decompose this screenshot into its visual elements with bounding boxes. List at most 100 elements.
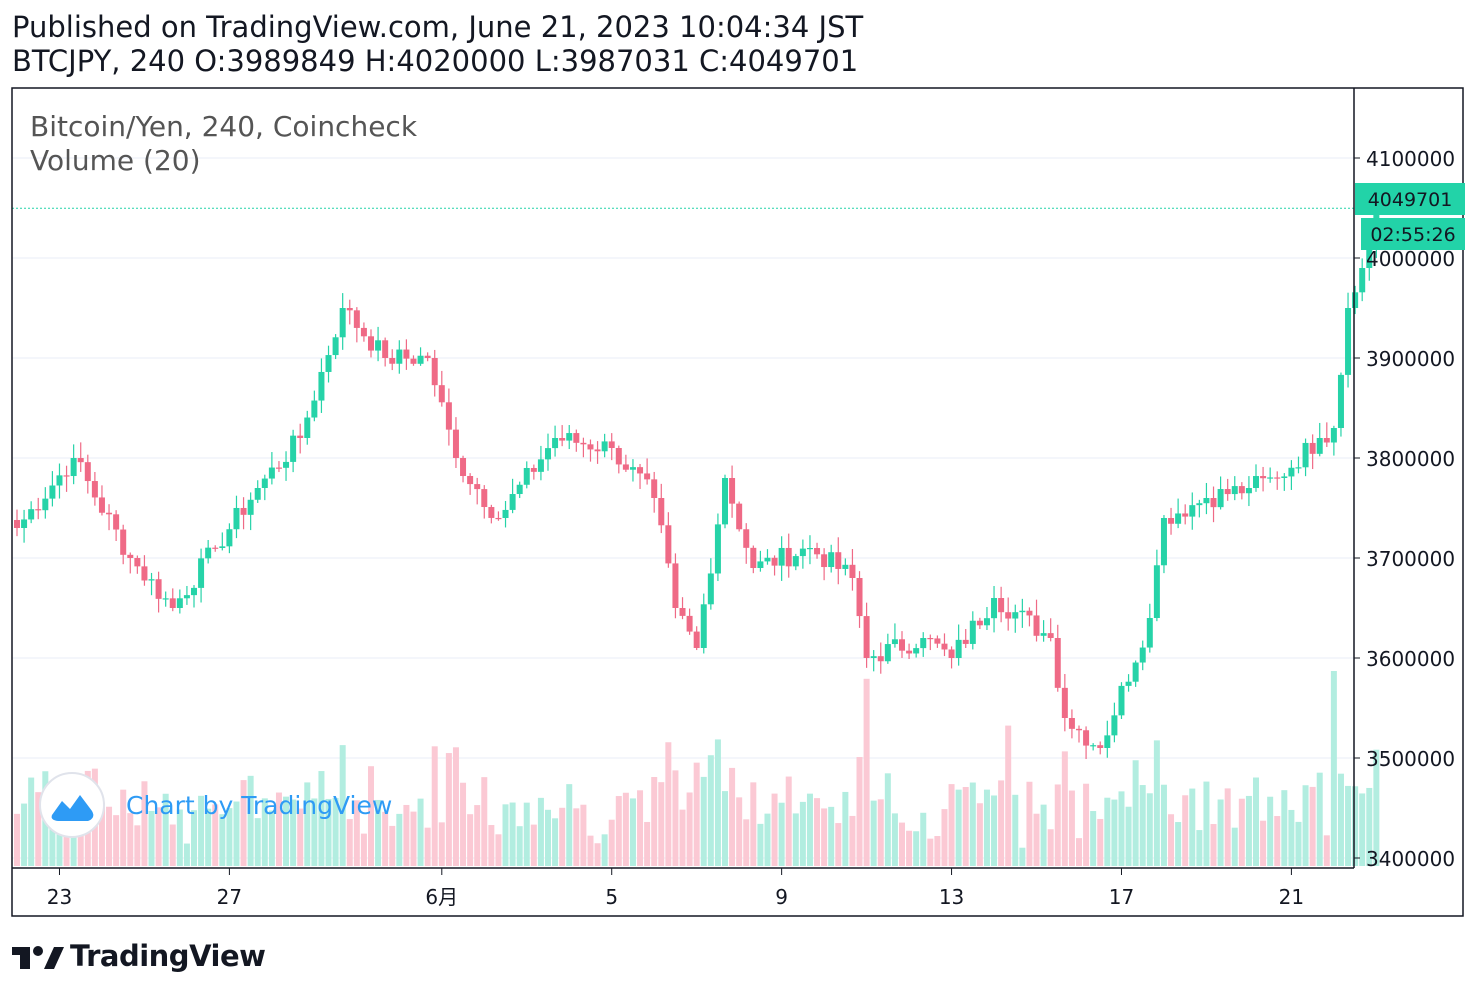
volume-bar xyxy=(233,801,240,866)
volume-bar xyxy=(870,800,877,866)
y-tick-label: 4100000 xyxy=(1366,147,1455,171)
volume-bar xyxy=(212,804,219,866)
volume-bar xyxy=(1168,814,1175,866)
volume-bar xyxy=(686,792,693,866)
volume-bar xyxy=(976,803,983,866)
tradingview-logo[interactable]: TradingView xyxy=(12,936,266,976)
y-tick-label: 3400000 xyxy=(1366,847,1455,871)
volume-bar xyxy=(991,795,998,866)
candle-body xyxy=(304,417,311,438)
volume-bar xyxy=(502,804,509,866)
candle-body xyxy=(1231,486,1238,495)
candle-body xyxy=(743,529,750,548)
x-tick-label: 27 xyxy=(217,885,242,909)
candle-body xyxy=(445,402,452,430)
candle-body xyxy=(318,371,325,401)
candle-body xyxy=(771,557,778,566)
candle-body xyxy=(198,558,205,588)
volume-bar xyxy=(1295,821,1302,866)
volume-bar xyxy=(863,678,870,866)
candle-body xyxy=(566,433,573,441)
candle-body xyxy=(98,497,105,513)
volume-bar xyxy=(509,802,516,866)
volume-bar xyxy=(587,835,594,866)
candle-body xyxy=(254,488,261,500)
tradingview-badge-icon xyxy=(39,772,105,838)
candle-body xyxy=(148,579,155,581)
volume-bar xyxy=(417,798,424,866)
volume-bar xyxy=(1288,809,1295,866)
volume-bar xyxy=(488,825,495,866)
candle-body xyxy=(63,475,70,477)
candle-body xyxy=(389,358,396,364)
candle-body xyxy=(1153,565,1160,618)
candle-body xyxy=(1012,612,1019,619)
candle-body xyxy=(1281,476,1288,478)
volume-bar xyxy=(460,782,467,866)
candle-body xyxy=(403,349,410,359)
y-tick-label: 3800000 xyxy=(1366,447,1455,471)
volume-bar xyxy=(714,739,721,866)
candle-body xyxy=(275,467,282,469)
volume-bar xyxy=(1309,786,1316,866)
volume-bar xyxy=(113,815,120,866)
candle-body xyxy=(495,517,502,520)
volume-bar xyxy=(693,762,700,866)
candle-body xyxy=(1196,503,1203,506)
candle-body xyxy=(261,478,268,488)
candle-body xyxy=(106,512,113,515)
volume-bar xyxy=(665,742,672,866)
volume-bar xyxy=(1274,816,1281,866)
volume-bar xyxy=(1012,794,1019,866)
candle-body xyxy=(785,547,792,567)
volume-bar xyxy=(21,803,28,866)
candle-body xyxy=(686,615,693,632)
volume-bar xyxy=(1373,749,1380,866)
volume-bar xyxy=(828,806,835,866)
volume-bar xyxy=(162,793,169,866)
volume-bar xyxy=(1153,740,1160,866)
volume-bar xyxy=(141,781,148,866)
volume-bar xyxy=(644,821,651,866)
candle-body xyxy=(21,519,28,528)
volume-bar xyxy=(495,834,502,866)
candle-body xyxy=(750,547,757,568)
volume-bar xyxy=(1366,787,1373,866)
candle-body xyxy=(28,509,35,520)
candle-body xyxy=(587,444,594,450)
volume-bar xyxy=(1217,799,1224,866)
candle-body xyxy=(1345,308,1352,375)
candle-body xyxy=(1139,647,1146,663)
volume-bar xyxy=(467,814,474,866)
x-tick-label: 21 xyxy=(1279,885,1304,909)
candle-body xyxy=(169,598,176,608)
candle-body xyxy=(594,449,601,452)
volume-bar xyxy=(297,808,304,866)
candle-body xyxy=(1352,292,1359,308)
volume-bar xyxy=(856,757,863,866)
candle-body xyxy=(1083,730,1090,746)
candle-body xyxy=(240,507,247,515)
candle-body xyxy=(969,620,976,644)
volume-bar xyxy=(325,798,332,866)
candle-body xyxy=(339,308,346,338)
x-tick-label: 13 xyxy=(939,885,964,909)
volume-bar xyxy=(290,799,297,866)
volume-bar xyxy=(764,813,771,866)
candle-body xyxy=(1217,489,1224,508)
candle-body xyxy=(1040,633,1047,636)
volume-bar xyxy=(183,843,190,866)
candle-body xyxy=(516,484,523,495)
volume-bar xyxy=(934,836,941,866)
candle-body xyxy=(849,564,856,578)
volume-bar xyxy=(403,804,410,866)
x-tick-label: 9 xyxy=(775,885,788,909)
candle-body xyxy=(417,355,424,364)
price-axis: 3400000 3500000 3600000 3700000 3800000 39000… xyxy=(1354,147,1455,871)
watermark[interactable]: Chart by TradingView xyxy=(39,772,392,838)
volume-bar xyxy=(1238,798,1245,866)
volume-bar xyxy=(332,797,339,866)
watermark-text[interactable]: Chart by TradingView xyxy=(126,791,392,820)
volume-bar xyxy=(1182,795,1189,866)
